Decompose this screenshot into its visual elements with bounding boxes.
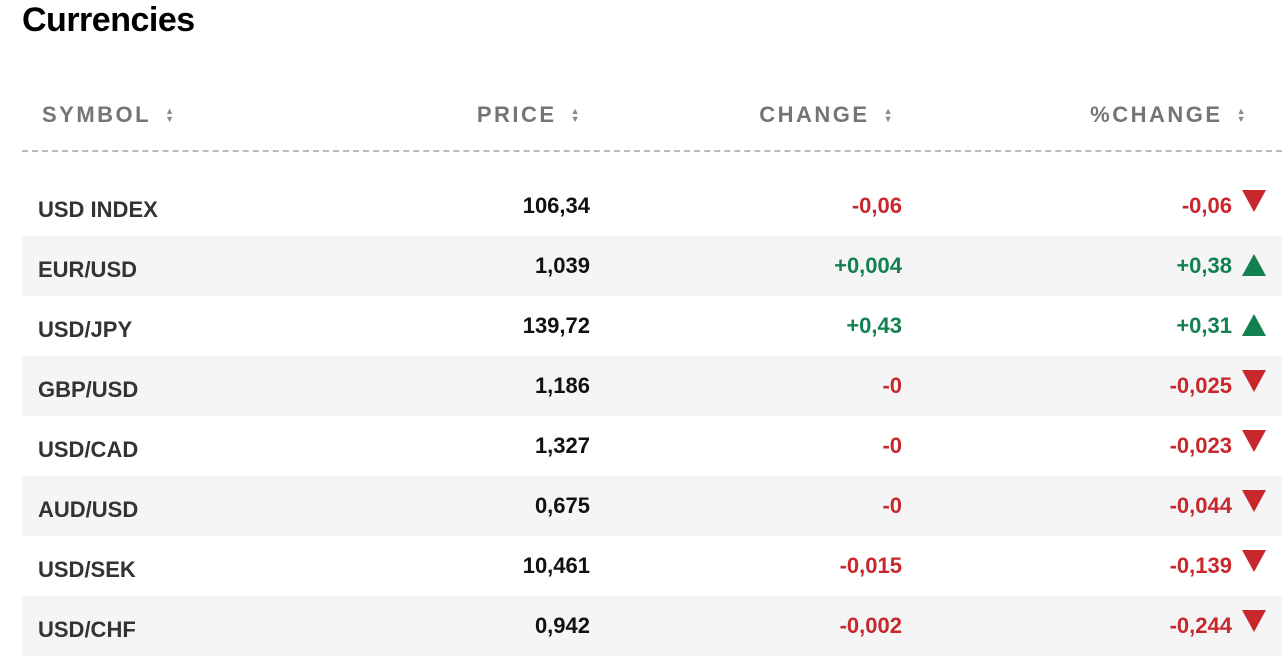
column-header-price[interactable]: PRICE ▲ ▼ [477,102,582,128]
pct-change-cell: +0,31 [1176,313,1232,338]
triangle-down-icon [1242,490,1266,512]
table-row[interactable]: USD INDEX 106,34 -0,06 -0,06 [22,176,1282,236]
triangle-down-icon [1242,370,1266,392]
price-cell: 0,942 [534,613,590,638]
column-header-pct-change[interactable]: %CHANGE ▲ ▼ [1090,102,1248,128]
symbol-cell[interactable]: USD/CHF [38,617,136,642]
symbol-cell[interactable]: EUR/USD [38,257,138,282]
change-cell: -0 [882,493,902,518]
sort-icon: ▲ ▼ [165,106,177,124]
symbol-cell[interactable]: USD/JPY [38,317,133,342]
column-header-symbol[interactable]: SYMBOL ▲ ▼ [42,102,177,128]
pct-change-cell: +0,38 [1176,253,1232,278]
symbol-cell[interactable]: USD/SEK [38,557,136,582]
change-cell: -0 [882,433,902,458]
table-body: USD INDEX 106,34 -0,06 -0,06 EUR/USD 1,039 +0,… [22,176,1282,656]
column-header-change[interactable]: CHANGE ▲ ▼ [759,102,895,128]
sort-icon: ▲ ▼ [570,106,582,124]
sort-icon: ▲ ▼ [883,106,895,124]
column-header-label: PRICE [476,102,557,127]
triangle-up-icon [1242,314,1266,336]
change-cell: -0,002 [839,613,902,638]
page-title: Currencies [22,1,195,39]
price-cell: 1,327 [534,433,590,458]
column-header-label: %CHANGE [1090,102,1223,127]
symbol-cell[interactable]: USD/CAD [38,437,139,462]
triangle-down-icon [1242,610,1266,632]
pct-change-cell: -0,044 [1169,493,1232,518]
symbol-cell[interactable]: USD INDEX [38,197,158,222]
pct-change-cell: -0,025 [1169,373,1232,398]
table-row[interactable]: AUD/USD 0,675 -0 -0,044 [22,476,1282,536]
table-row[interactable]: GBP/USD 1,186 -0 -0,025 [22,356,1282,416]
change-cell: -0 [882,373,902,398]
price-cell: 0,675 [534,493,590,518]
price-cell: 139,72 [522,313,590,338]
column-header-label: CHANGE [759,102,870,127]
price-cell: 1,039 [534,253,590,278]
symbol-cell[interactable]: GBP/USD [38,377,139,402]
table-row[interactable]: USD/JPY 139,72 +0,43 +0,31 [22,296,1282,356]
change-cell: -0,06 [851,193,902,218]
price-cell: 106,34 [522,193,590,218]
symbol-cell[interactable]: AUD/USD [38,497,139,522]
table-header: SYMBOL ▲ ▼ PRICE ▲ ▼ CHANGE ▲ ▼ %CHANGE ▲ ▼ [22,84,1282,152]
table-row[interactable]: USD/SEK 10,461 -0,015 -0,139 [22,536,1282,596]
currencies-table: SYMBOL ▲ ▼ PRICE ▲ ▼ CHANGE ▲ ▼ %CHANGE ▲ ▼ … [22,84,1282,656]
price-cell: 1,186 [534,373,590,398]
triangle-down-icon [1242,550,1266,572]
pct-change-cell: -0,244 [1169,613,1232,638]
pct-change-cell: -0,023 [1169,433,1232,458]
price-cell: 10,461 [522,553,590,578]
triangle-up-icon [1242,254,1266,276]
pct-change-cell: -0,06 [1181,193,1232,218]
table-row[interactable]: USD/CAD 1,327 -0 -0,023 [22,416,1282,476]
change-cell: +0,004 [834,253,902,278]
table-row[interactable]: EUR/USD 1,039 +0,004 +0,38 [22,236,1282,296]
change-cell: +0,43 [846,313,902,338]
table-row[interactable]: USD/CHF 0,942 -0,002 -0,244 [22,596,1282,656]
triangle-down-icon [1242,430,1266,452]
column-header-label: SYMBOL [42,102,152,127]
triangle-down-icon [1242,190,1266,212]
change-cell: -0,015 [839,553,902,578]
sort-icon: ▲ ▼ [1236,106,1248,124]
pct-change-cell: -0,139 [1169,553,1232,578]
